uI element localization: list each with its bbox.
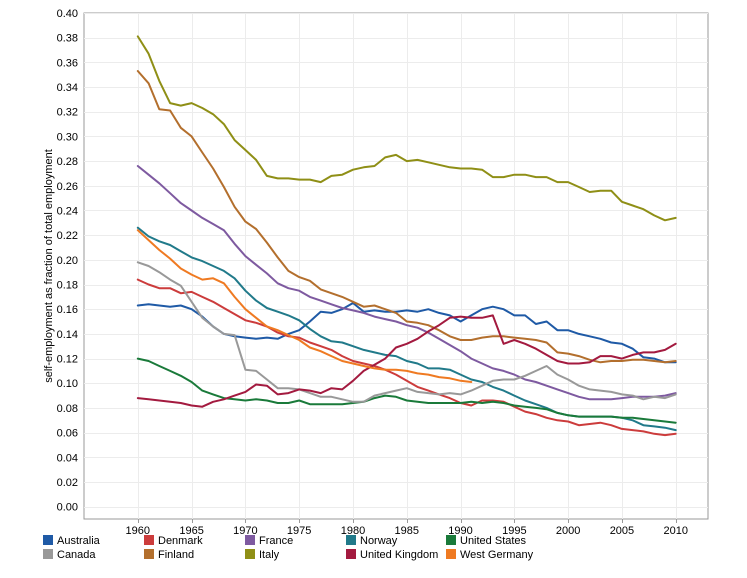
- legend-swatch-norway: [346, 535, 356, 545]
- legend-label-france: France: [259, 535, 293, 547]
- series-line-united-kingdom: [136, 314, 677, 408]
- series-line-italy: [136, 35, 677, 222]
- y-tick-label: 0.30: [57, 131, 78, 143]
- series-line-denmark: [136, 278, 677, 437]
- x-tick-label: 1970: [233, 525, 257, 537]
- series-line-west-germany: [136, 229, 473, 383]
- y-tick-label: 0.32: [57, 107, 78, 119]
- y-tick-label: 0.18: [57, 280, 78, 292]
- x-tick-label: 1985: [395, 525, 419, 537]
- y-tick-label: 0.02: [57, 477, 78, 489]
- legend-swatch-france: [245, 535, 255, 545]
- x-tick-label: 2010: [663, 525, 687, 537]
- x-tick-label: 1995: [502, 525, 526, 537]
- legend-swatch-united-states: [446, 535, 456, 545]
- legend-label-united-states: United States: [460, 535, 527, 547]
- x-tick-label: 2005: [610, 525, 634, 537]
- series-line-france: [136, 165, 677, 401]
- series-line-canada: [136, 261, 677, 403]
- x-tick-label: 1980: [341, 525, 365, 537]
- legend-swatch-australia: [43, 535, 53, 545]
- legend-swatch-italy: [245, 549, 255, 559]
- y-tick-label: 0.34: [57, 82, 78, 94]
- legend-label-italy: Italy: [259, 549, 280, 561]
- y-tick-label: 0.20: [57, 255, 78, 267]
- legend-label-australia: Australia: [57, 535, 101, 547]
- y-tick-label: 0.00: [57, 502, 78, 514]
- y-axis-title: self-employment as fraction of total emp…: [43, 149, 55, 383]
- x-tick-label: 1975: [287, 525, 311, 537]
- y-tick-label: 0.36: [57, 57, 78, 69]
- legend-label-west-germany: West Germany: [460, 549, 534, 561]
- y-tick-label: 0.24: [57, 205, 78, 217]
- legend-swatch-united-kingdom: [346, 549, 356, 559]
- y-tick-label: 0.26: [57, 181, 78, 193]
- series-line-finland: [136, 70, 677, 364]
- legend-label-united-kingdom: United Kingdom: [360, 549, 438, 561]
- legend-swatch-west-germany: [446, 549, 456, 559]
- legend-swatch-denmark: [144, 535, 154, 545]
- legend-swatch-canada: [43, 549, 53, 559]
- y-tick-label: 0.10: [57, 378, 78, 390]
- y-tick-label: 0.40: [57, 8, 78, 20]
- y-tick-label: 0.38: [57, 33, 78, 45]
- y-tick-label: 0.14: [57, 329, 78, 341]
- x-tick-label: 2000: [556, 525, 580, 537]
- legend-label-denmark: Denmark: [158, 535, 203, 547]
- y-tick-label: 0.28: [57, 156, 78, 168]
- y-tick-label: 0.16: [57, 304, 78, 316]
- y-tick-label: 0.04: [57, 452, 78, 464]
- x-tick-label: 1990: [448, 525, 472, 537]
- legend-label-finland: Finland: [158, 549, 194, 561]
- x-tick-label: 1960: [126, 525, 150, 537]
- y-tick-label: 0.12: [57, 354, 78, 366]
- legend-swatch-finland: [144, 549, 154, 559]
- y-tick-label: 0.22: [57, 230, 78, 242]
- y-tick-label: 0.06: [57, 428, 78, 440]
- legend-label-norway: Norway: [360, 535, 398, 547]
- legend-label-canada: Canada: [57, 549, 96, 561]
- x-tick-label: 1965: [179, 525, 203, 537]
- y-tick-label: 0.08: [57, 403, 78, 415]
- plot-area: [83, 12, 709, 520]
